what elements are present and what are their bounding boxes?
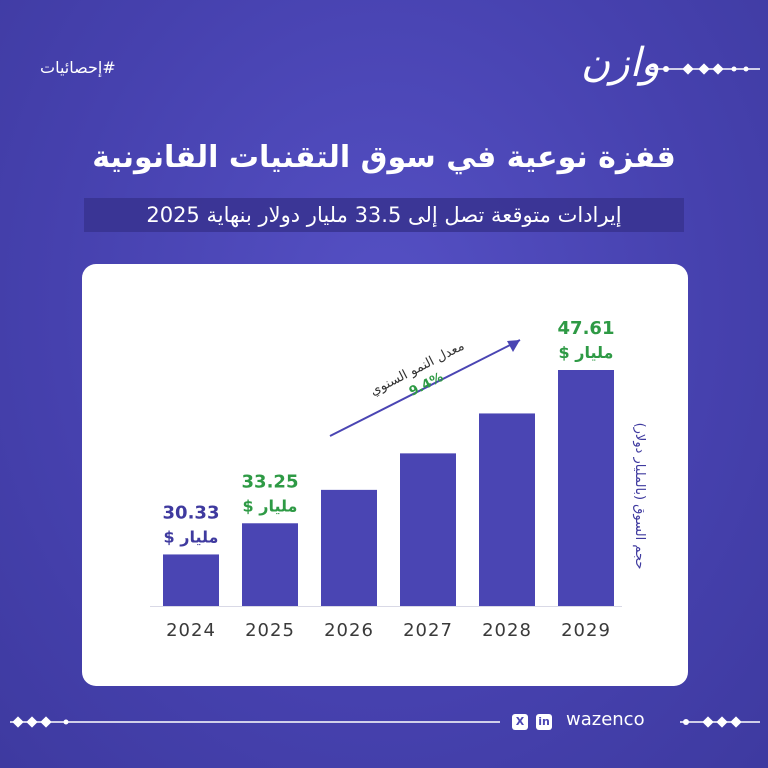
growth-arrow-head bbox=[507, 340, 520, 352]
logo-ornament bbox=[650, 63, 760, 75]
footer-brand: wazenco bbox=[566, 709, 645, 730]
hashtag-label: #إحصائيات bbox=[40, 58, 116, 77]
linkedin-icon[interactable]: in bbox=[536, 714, 552, 730]
x-tick-label-2025: 2025 bbox=[245, 620, 295, 641]
page-title: قفزة نوعية في سوق التقنيات القانونية bbox=[92, 140, 676, 175]
data-label-value-2024: 30.33 bbox=[163, 502, 220, 523]
x-tick-label-2029: 2029 bbox=[561, 620, 611, 641]
footer: X in wazenco bbox=[0, 706, 768, 736]
x-tick-label-2026: 2026 bbox=[324, 620, 374, 641]
x-tick-label-2027: 2027 bbox=[403, 620, 453, 641]
bar-2026 bbox=[321, 489, 377, 606]
page-subtitle: إيرادات متوقعة تصل إلى 33.5 مليار دولار … bbox=[146, 203, 622, 227]
x-icon[interactable]: X bbox=[512, 714, 528, 730]
data-label-unit-2025: مليار $ bbox=[243, 496, 298, 515]
bar-2027 bbox=[400, 453, 456, 606]
bar-2024 bbox=[163, 554, 219, 606]
logo-row: وازن bbox=[348, 40, 768, 100]
data-label-value-2025: 33.25 bbox=[242, 471, 299, 492]
data-label-unit-2029: مليار $ bbox=[559, 343, 614, 362]
growth-arrow-line bbox=[329, 339, 521, 437]
x-tick-label-2024: 2024 bbox=[166, 620, 216, 641]
footer-ornament bbox=[10, 716, 760, 728]
bar-2028 bbox=[479, 413, 535, 606]
brand-logo: وازن bbox=[580, 40, 660, 86]
bar-chart: 2024 2025 2026 2027 2028 2029 30.33 مليار $ 33.2… bbox=[150, 318, 647, 641]
y-axis-label: حجم السوق (بالمليار دولار) bbox=[632, 423, 647, 570]
x-tick-label-2028: 2028 bbox=[482, 620, 532, 641]
bar-2029 bbox=[558, 370, 614, 606]
bar-2025 bbox=[242, 523, 298, 606]
data-label-value-2029: 47.61 bbox=[558, 318, 615, 339]
subtitle-band bbox=[84, 198, 684, 232]
data-label-unit-2024: مليار $ bbox=[164, 527, 219, 546]
chart-card: 2024 2025 2026 2027 2028 2029 30.33 مليار $ 33.2… bbox=[82, 264, 688, 686]
